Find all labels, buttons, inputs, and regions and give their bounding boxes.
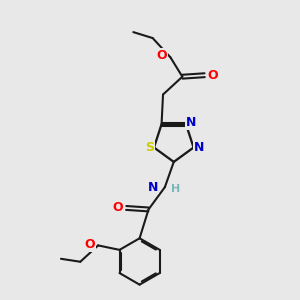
Text: N: N xyxy=(148,181,158,194)
Text: H: H xyxy=(171,184,181,194)
Text: S: S xyxy=(145,141,154,154)
Text: O: O xyxy=(208,69,218,82)
Text: N: N xyxy=(186,116,197,129)
Text: O: O xyxy=(157,49,167,62)
Text: O: O xyxy=(85,238,95,251)
Text: O: O xyxy=(112,202,123,214)
Text: N: N xyxy=(194,141,204,154)
